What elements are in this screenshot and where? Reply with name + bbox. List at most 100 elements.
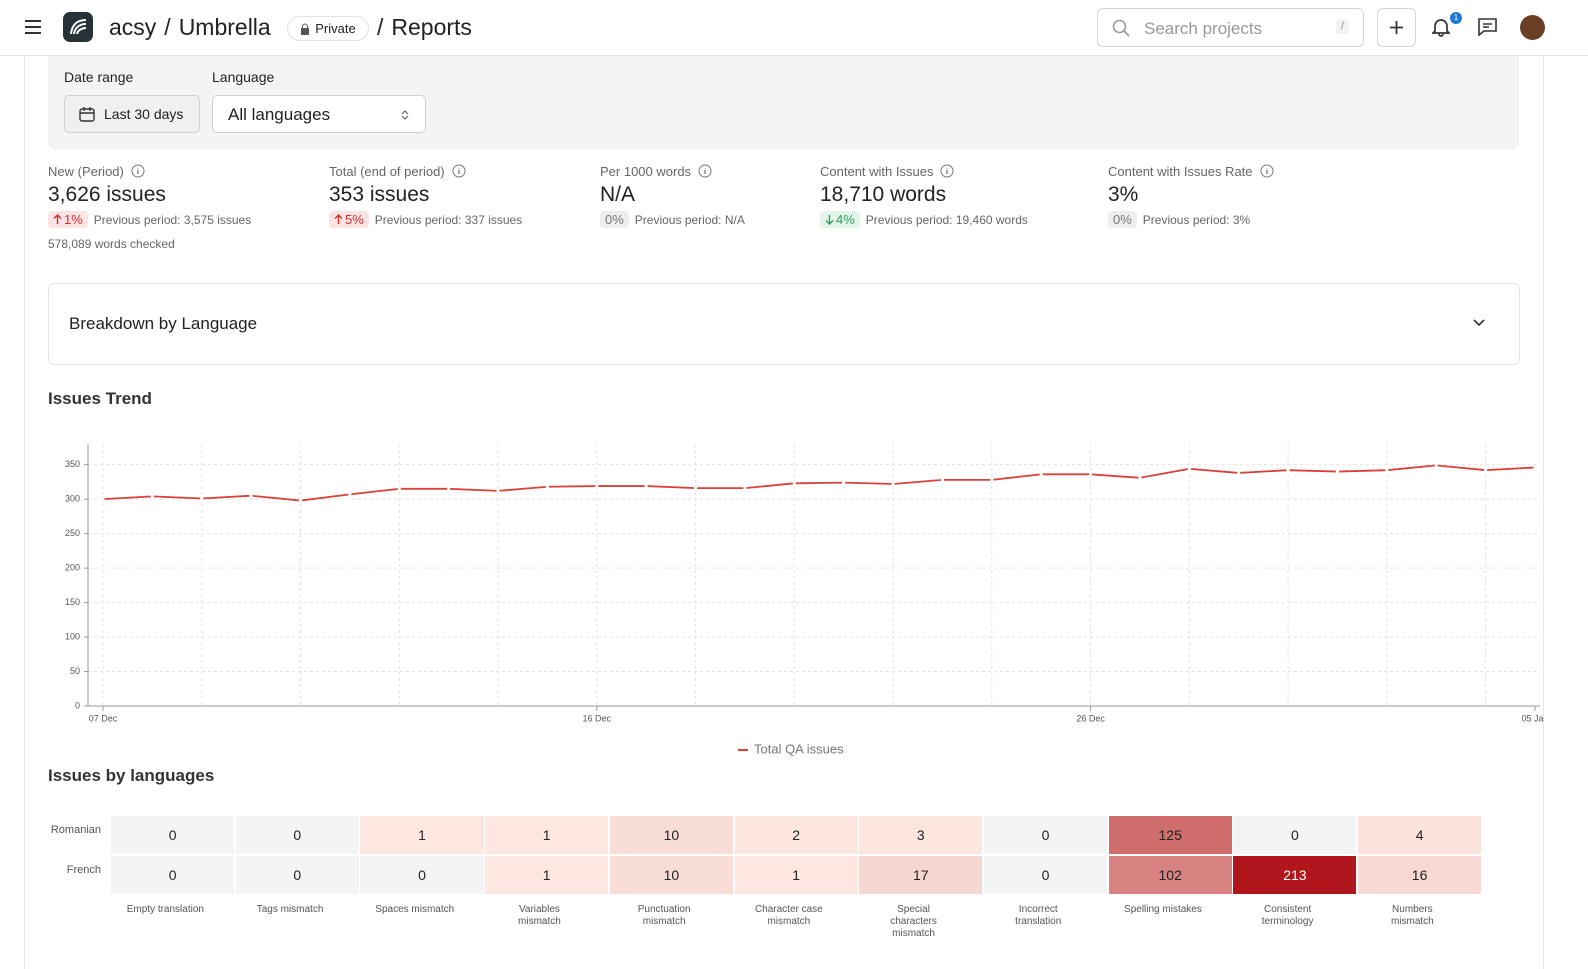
metric-label: New (Period) bbox=[48, 162, 318, 180]
heatmap-cell: 213 bbox=[1233, 856, 1357, 894]
metric-change-row: 4% Previous period: 19,460 words bbox=[820, 211, 1090, 228]
heatmap-cell: 102 bbox=[1108, 856, 1232, 894]
legend-label: Total QA issues bbox=[754, 741, 844, 756]
column-label: Character case mismatch bbox=[754, 904, 823, 927]
info-icon[interactable] bbox=[131, 164, 145, 178]
data-point bbox=[249, 494, 253, 498]
metric-label-text: Per 1000 words bbox=[600, 163, 692, 179]
metric-change: 5% bbox=[329, 211, 369, 228]
notification-badge: 1 bbox=[1450, 12, 1462, 24]
heatmap-cell: 10 bbox=[609, 856, 733, 894]
metric-change: 0% bbox=[1108, 211, 1137, 228]
date-label: Date range bbox=[64, 69, 134, 85]
column-label: Punctuation mismatch bbox=[637, 904, 691, 927]
cell-value: 0 bbox=[168, 827, 177, 843]
search-shortcut: / bbox=[1336, 19, 1349, 34]
language-label: Language bbox=[212, 69, 275, 85]
notifications-button[interactable] bbox=[1432, 17, 1450, 37]
breadcrumb-separator: / bbox=[377, 14, 384, 40]
cell-value: 4 bbox=[1415, 827, 1424, 843]
metric-previous: Previous period: 3% bbox=[1142, 212, 1251, 227]
cell-value: 16 bbox=[1411, 867, 1428, 883]
org-link[interactable]: acsy bbox=[109, 14, 157, 40]
cell-value: 1 bbox=[542, 867, 551, 883]
metric-label-text: Total (end of period) bbox=[329, 163, 445, 179]
cell-value: 0 bbox=[1290, 827, 1299, 843]
y-tick-label: 350 bbox=[65, 459, 80, 469]
heatmap-cell: 1 bbox=[485, 816, 609, 854]
heatmap-cell: 16 bbox=[1358, 856, 1482, 894]
y-tick-label: 300 bbox=[65, 494, 80, 504]
metric-change: 4% bbox=[820, 211, 860, 228]
data-point bbox=[940, 478, 945, 482]
metric-change: 1% bbox=[48, 211, 88, 228]
heatmap-cell: 1 bbox=[485, 856, 609, 894]
cell-value: 125 bbox=[1158, 827, 1182, 843]
data-point bbox=[693, 486, 698, 490]
change-arrow bbox=[334, 214, 343, 224]
add-button[interactable] bbox=[1377, 8, 1416, 47]
heatmap-cell: 2 bbox=[734, 816, 858, 854]
logo[interactable] bbox=[63, 12, 93, 42]
heatmap-cell: 0 bbox=[983, 856, 1108, 894]
data-point bbox=[1187, 467, 1191, 471]
cell-value: 10 bbox=[663, 827, 680, 843]
cell-value: 3 bbox=[916, 827, 925, 843]
data-point bbox=[1385, 468, 1389, 472]
metric-note: 578,089 words checked bbox=[48, 237, 175, 251]
metric-change-row: 0% Previous period: 3% bbox=[1108, 211, 1378, 228]
language-select[interactable]: All languages bbox=[212, 95, 426, 133]
cell-value: 1 bbox=[542, 827, 551, 843]
visibility-text: Private bbox=[315, 21, 356, 36]
data-point bbox=[348, 492, 352, 496]
data-point bbox=[1237, 471, 1241, 475]
metric-previous: Previous period: 19,460 words bbox=[865, 212, 1028, 227]
y-tick-label: 150 bbox=[65, 597, 80, 607]
heatmap-cell: 1 bbox=[360, 816, 484, 854]
metric-card: New (Period) 3,626 issues 1% Previous perio… bbox=[48, 162, 318, 251]
metric-card: Content with Issues 18,710 words 4% Previou… bbox=[820, 162, 1090, 228]
heatmap-cell: 0 bbox=[360, 856, 484, 894]
messages-button[interactable] bbox=[1478, 18, 1497, 36]
metric-value: 18,710 words bbox=[820, 183, 947, 206]
heatmap-cell: 0 bbox=[111, 856, 235, 894]
cell-value: 0 bbox=[168, 867, 177, 883]
data-point bbox=[1533, 465, 1537, 470]
column-label: Special characters mismatch bbox=[890, 904, 937, 939]
column-label: Spaces mismatch bbox=[375, 904, 455, 915]
metric-value: 353 issues bbox=[329, 183, 430, 206]
content-frame bbox=[24, 56, 1544, 969]
y-tick-label: 0 bbox=[75, 700, 80, 710]
data-point bbox=[397, 487, 401, 491]
info-icon[interactable] bbox=[698, 164, 712, 178]
language-value: All languages bbox=[228, 105, 331, 124]
metric-label-text: New (Period) bbox=[48, 163, 124, 179]
menu-button[interactable] bbox=[24, 19, 42, 35]
visibility-badge: Private bbox=[287, 16, 369, 41]
metric-label: Content with Issues Rate bbox=[1108, 162, 1378, 180]
data-point bbox=[447, 487, 451, 491]
breakdown-title: Breakdown by Language bbox=[69, 314, 258, 333]
data-point bbox=[1088, 472, 1093, 476]
data-point bbox=[891, 482, 895, 486]
info-icon[interactable] bbox=[1260, 164, 1274, 178]
cell-value: 0 bbox=[1041, 867, 1050, 883]
metric-change-text: 0% bbox=[605, 212, 624, 227]
info-icon[interactable] bbox=[452, 164, 466, 178]
x-tick-label: 07 Dec bbox=[89, 713, 118, 723]
search-box[interactable]: Search projects / bbox=[1097, 8, 1364, 47]
metric-value: N/A bbox=[600, 183, 636, 206]
breakdown-panel[interactable]: Breakdown by Language bbox=[48, 283, 1520, 365]
metric-previous: Previous period: 337 issues bbox=[374, 212, 523, 227]
avatar[interactable] bbox=[1520, 15, 1545, 40]
heatmap-cell: 0 bbox=[1233, 816, 1357, 854]
y-tick-label: 200 bbox=[65, 562, 80, 572]
date-picker[interactable]: Last 30 days bbox=[64, 95, 200, 133]
metric-label: Content with Issues bbox=[820, 162, 1090, 180]
change-arrow bbox=[825, 215, 834, 225]
heatmap-cell: 17 bbox=[859, 856, 983, 894]
info-icon[interactable] bbox=[940, 164, 954, 178]
project-link[interactable]: Umbrella bbox=[178, 14, 271, 40]
column-label: Spelling mistakes bbox=[1124, 904, 1202, 915]
